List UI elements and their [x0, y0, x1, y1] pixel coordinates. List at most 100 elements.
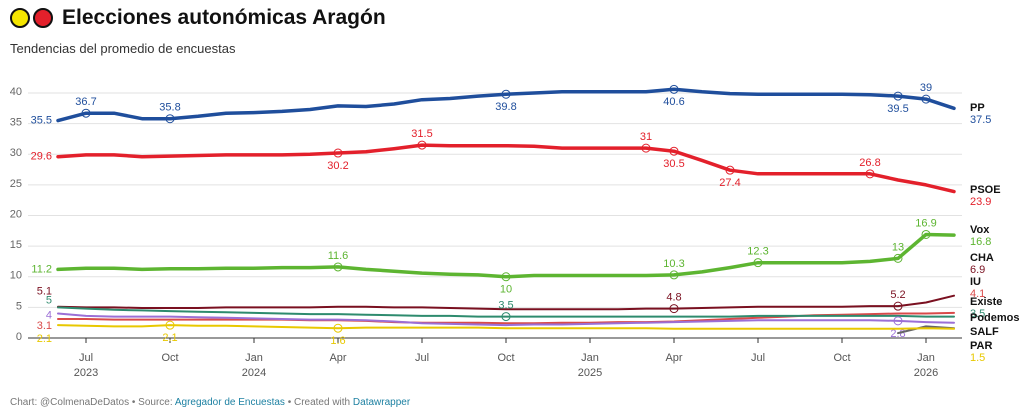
value-label: 27.4	[719, 177, 740, 189]
value-label: 10.3	[663, 258, 684, 270]
series-name: SALF	[970, 326, 999, 338]
point-marker	[893, 316, 903, 326]
point-marker	[669, 84, 679, 94]
y-tick-label: 25	[10, 178, 22, 190]
point-marker	[753, 258, 763, 268]
series-line	[57, 306, 955, 318]
x-tick-label: Jan	[245, 352, 263, 364]
series-line	[57, 311, 955, 325]
value-label: 13	[892, 241, 904, 253]
value-label: 39.5	[887, 103, 908, 115]
title: Elecciones autonómicas Aragón	[62, 6, 386, 29]
series-name: CHA	[970, 252, 994, 264]
value-label: 4	[46, 309, 52, 321]
series-line	[56, 232, 956, 279]
value-label: 31.5	[411, 128, 432, 140]
point-marker	[81, 108, 91, 118]
created: • Created with	[287, 397, 351, 408]
x-tick-year: 2023	[74, 367, 98, 379]
value-label: 35.8	[159, 102, 180, 114]
x-tick-label: Apr	[329, 352, 346, 364]
value-label: 31	[640, 131, 652, 143]
value-label: 11.2	[31, 263, 52, 275]
point-marker	[921, 229, 931, 239]
subtitle: Tendencias del promedio de encuestas	[10, 41, 236, 56]
value-label: 40.6	[663, 96, 684, 108]
value-label: 30.5	[663, 158, 684, 170]
y-tick-label: 40	[10, 86, 22, 98]
point-marker	[333, 262, 343, 272]
point-marker	[893, 91, 903, 101]
value-label: 12.3	[747, 246, 768, 258]
y-tick-label: 5	[16, 300, 22, 312]
x-tick-label: Oct	[497, 352, 514, 364]
point-marker	[865, 169, 875, 179]
tool-link[interactable]: Datawrapper	[352, 397, 411, 408]
point-marker	[501, 312, 511, 322]
value-label: 2.1	[37, 333, 52, 345]
series-name: Vox	[970, 224, 990, 236]
x-tick-year: 2024	[242, 367, 266, 379]
icon-yellow	[10, 8, 30, 28]
footer: Chart: @ColmenaDeDatos • Source: Agregad…	[10, 397, 410, 408]
point-marker	[641, 143, 651, 153]
point-marker	[501, 89, 511, 99]
value-label: 35.5	[31, 114, 52, 126]
value-label: 36.7	[75, 96, 96, 108]
value-label: 16.9	[915, 217, 936, 229]
value-label: 10	[500, 284, 512, 296]
end-value-label: 23.9	[970, 196, 991, 208]
point-marker	[669, 270, 679, 280]
end-value-label: 3.5	[970, 308, 985, 320]
point-marker	[669, 304, 679, 314]
series-name: Existe	[970, 296, 1002, 308]
header: Elecciones autonómicas Aragón	[10, 6, 386, 30]
point-marker	[333, 148, 343, 158]
y-tick-label: 0	[16, 331, 22, 343]
end-value-label: 6.9	[970, 264, 985, 276]
x-tick-label: Jul	[79, 352, 93, 364]
series-line	[56, 143, 956, 194]
y-tick-label: 15	[10, 239, 22, 251]
end-value-label: 1.5	[970, 352, 985, 364]
value-label: 5.1	[37, 286, 52, 298]
point-marker	[417, 140, 427, 150]
x-tick-year: 2026	[914, 367, 938, 379]
series-name: PSOE	[970, 184, 1001, 196]
value-label: 2.1	[162, 332, 177, 344]
x-tick-label: Jan	[917, 352, 935, 364]
icon-red	[33, 8, 53, 28]
y-tick-label: 35	[10, 117, 22, 129]
end-value-label: 4.1	[970, 288, 985, 300]
x-tick-label: Apr	[665, 352, 682, 364]
point-marker	[921, 94, 931, 104]
value-label: 4.8	[666, 292, 681, 304]
series-name: Podemos	[970, 312, 1020, 324]
end-value-label: 16.8	[970, 236, 991, 248]
series-name: IU	[970, 276, 981, 288]
y-tick-label: 30	[10, 147, 22, 159]
series-name: PAR	[970, 340, 992, 352]
point-marker	[165, 320, 175, 330]
x-tick-label: Jul	[751, 352, 765, 364]
point-marker	[165, 114, 175, 124]
point-marker	[893, 301, 903, 311]
value-label: 39.8	[495, 101, 516, 113]
series-line	[57, 312, 955, 327]
source-link[interactable]: Agregador de Encuestas	[174, 397, 285, 408]
value-label: 3.5	[498, 299, 513, 311]
value-label: 11.6	[328, 250, 349, 262]
value-label: 30.2	[327, 160, 348, 172]
x-tick-label: Jul	[415, 352, 429, 364]
point-marker	[893, 253, 903, 263]
value-label: 29.6	[31, 151, 52, 163]
point-marker	[725, 165, 735, 175]
point-marker	[501, 272, 511, 282]
x-tick-label: Oct	[833, 352, 850, 364]
point-marker	[669, 146, 679, 156]
value-label: 39	[920, 82, 932, 94]
series-name: PP	[970, 102, 985, 114]
y-tick-label: 10	[10, 270, 22, 282]
